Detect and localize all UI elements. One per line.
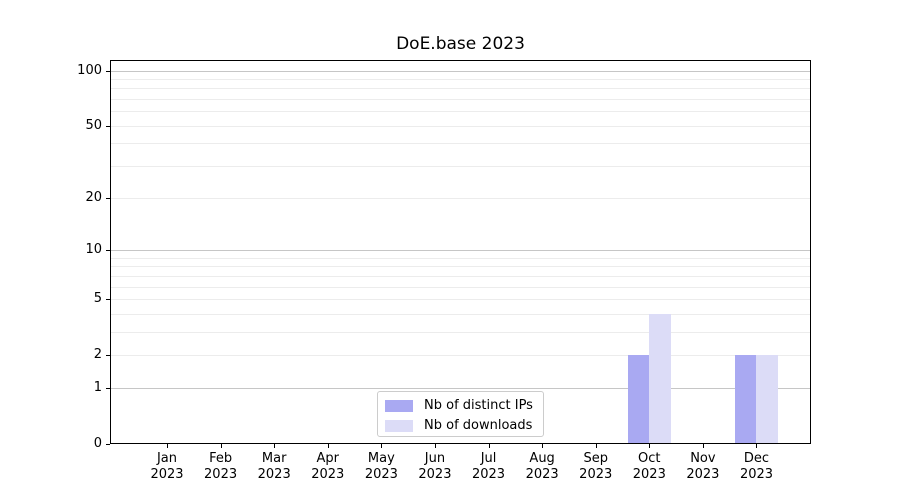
y-tick-label: 5 — [93, 290, 102, 306]
bar-distinct-ips — [627, 355, 650, 444]
gridline-minor — [110, 286, 811, 288]
x-tick-mark — [595, 444, 597, 448]
legend-item-distinct-ips: Nb of distinct IPs — [385, 397, 543, 415]
gridline-minor — [110, 275, 811, 277]
gridline-minor — [110, 78, 811, 80]
gridline-major — [110, 387, 811, 389]
legend: Nb of distinct IPs Nb of downloads — [377, 391, 544, 437]
x-tick-label: Oct 2023 — [632, 451, 666, 482]
bar-distinct-ips — [734, 355, 757, 444]
y-tick-label: 0 — [93, 436, 102, 451]
legend-swatch-downloads — [385, 420, 413, 432]
x-tick-mark — [381, 444, 383, 448]
x-tick-label: Apr 2023 — [311, 451, 345, 482]
x-tick-mark — [434, 444, 436, 448]
y-tick-label: 50 — [85, 117, 102, 133]
gridline-minor — [110, 266, 811, 268]
x-tick-mark — [488, 444, 490, 448]
gridline-minor — [110, 313, 811, 315]
bar-downloads — [756, 355, 779, 444]
x-tick-label: Jun 2023 — [418, 451, 452, 482]
plot-area — [110, 60, 811, 444]
gridline-major — [110, 70, 811, 72]
x-tick-label: May 2023 — [364, 451, 398, 482]
gridline-minor — [110, 166, 811, 168]
x-tick-label: Sep 2023 — [579, 451, 613, 482]
y-tick-label: 2 — [93, 347, 102, 363]
y-tick-label: 20 — [85, 189, 102, 205]
x-tick-mark — [756, 444, 758, 448]
x-tick-mark — [274, 444, 276, 448]
y-tick-mark — [106, 444, 110, 445]
gridline-minor — [110, 125, 811, 127]
legend-label-downloads: Nb of downloads — [424, 418, 533, 433]
x-tick-label: Nov 2023 — [686, 451, 720, 482]
gridline-major — [110, 249, 811, 251]
x-tick-mark — [327, 444, 329, 448]
x-tick-label: Feb 2023 — [204, 451, 238, 482]
x-tick-label: Dec 2023 — [739, 451, 774, 482]
gridline-minor — [110, 298, 811, 300]
x-tick-label: Jan 2023 — [150, 451, 184, 482]
gridline-minor — [110, 331, 811, 333]
x-tick-label: Mar 2023 — [257, 451, 291, 482]
gridline-minor — [110, 99, 811, 101]
y-tick-label: 1 — [93, 379, 102, 395]
x-tick-label: Aug 2023 — [525, 451, 559, 482]
x-tick-mark — [702, 444, 704, 448]
x-tick-mark — [542, 444, 544, 448]
x-tick-mark — [649, 444, 651, 448]
gridline-minor — [110, 111, 811, 113]
y-tick-label: 10 — [85, 241, 102, 257]
gridline-minor — [110, 197, 811, 199]
x-tick-mark — [167, 444, 168, 448]
legend-item-downloads: Nb of downloads — [385, 417, 543, 435]
gridline-minor — [110, 88, 811, 90]
gridline-minor — [110, 257, 811, 259]
y-tick-label: 100 — [77, 62, 102, 78]
gridline-minor — [110, 143, 811, 145]
x-tick-label: Jul 2023 — [471, 451, 506, 482]
chart-title: DoE.base 2023 — [396, 34, 525, 54]
gridline-minor — [110, 355, 811, 357]
bar-downloads — [649, 313, 672, 444]
x-tick-mark — [220, 444, 222, 448]
legend-label-distinct-ips: Nb of distinct IPs — [424, 398, 533, 413]
legend-swatch-distinct-ips — [385, 400, 413, 412]
